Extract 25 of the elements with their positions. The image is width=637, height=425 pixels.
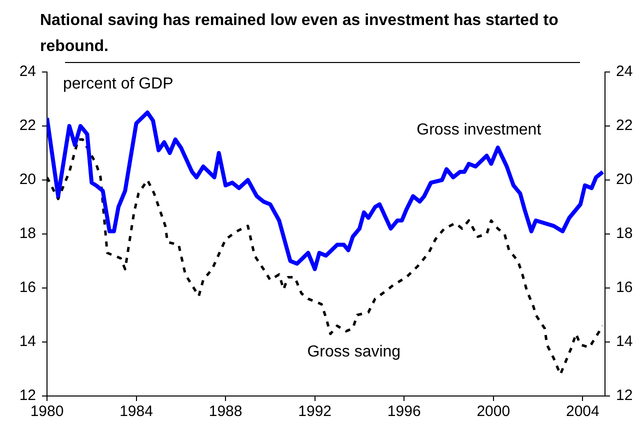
- y2-tick-label: 20: [616, 171, 633, 188]
- y-tick-label: 16: [19, 279, 36, 296]
- x-tick-label: 1984: [120, 403, 153, 420]
- x-tick-label: 1996: [387, 403, 421, 420]
- y2-tick-label: 24: [616, 63, 633, 80]
- y2-tick-label: 12: [616, 387, 633, 404]
- x-tick-label: 2000: [476, 403, 510, 420]
- y2-tick-label: 16: [616, 279, 633, 296]
- series-label: Gross saving: [307, 343, 401, 360]
- y-tick-label: 12: [19, 387, 36, 404]
- chart-title: National saving has remained low even as investment has started to rebound.: [40, 11, 560, 57]
- y2-tick-label: 14: [616, 333, 633, 350]
- y-tick-label: 14: [19, 333, 36, 350]
- y-tick-label: 18: [19, 225, 36, 242]
- y-tick-label: 20: [19, 171, 36, 188]
- x-tick-label: 1980: [30, 403, 64, 420]
- y2-tick-label: 18: [616, 225, 633, 242]
- y-axis-title: percent of GDP: [63, 75, 174, 92]
- y-tick-label: 22: [19, 117, 36, 134]
- x-tick-label: 1992: [298, 403, 332, 420]
- x-tick-label: 1988: [208, 403, 242, 420]
- series-label: Gross investment: [416, 121, 542, 138]
- y-tick-label: 24: [19, 63, 36, 80]
- y2-tick-label: 22: [616, 117, 633, 134]
- x-tick-label: 2004: [566, 403, 600, 420]
